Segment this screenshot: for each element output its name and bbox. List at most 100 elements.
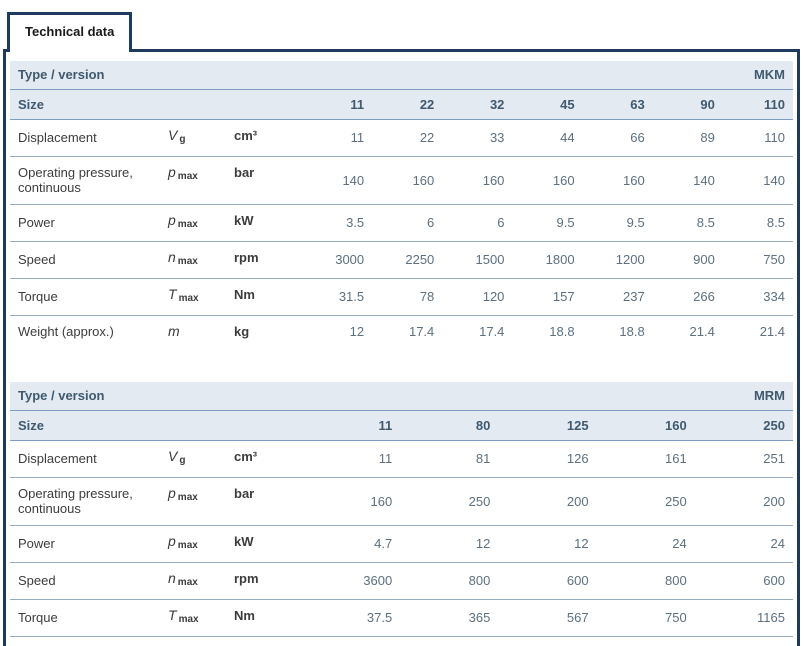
value-cell: 11 [302, 440, 401, 478]
value-cell: 160 [372, 156, 443, 205]
table-row: Operating pressure, continuous p max bar 160… [10, 477, 793, 526]
value-cell: 161 [596, 440, 695, 478]
row-unit: rpm [226, 562, 302, 600]
row-unit: bar [226, 156, 302, 205]
size-value: 63 [582, 89, 653, 120]
value-cell: 1200 [582, 241, 653, 279]
row-label: Weight (approx.) [10, 636, 160, 646]
row-symbol: m [160, 636, 226, 646]
size-value: 250 [694, 410, 793, 441]
size-value: 80 [400, 410, 499, 441]
value-cell: 6 [372, 204, 443, 242]
tab-technical-data[interactable]: Technical data [7, 12, 133, 52]
row-unit: kg [226, 636, 302, 646]
value-cell: 600 [498, 562, 597, 600]
row-label: Displacement [10, 440, 160, 478]
size-value: 110 [722, 89, 793, 120]
value-cell: 334 [722, 278, 793, 316]
value-cell: 3.5 [302, 204, 373, 242]
table-row: Operating pressure, continuous p max bar 140… [10, 156, 793, 205]
value-cell: 31.5 [302, 278, 373, 316]
value-cell: 3600 [302, 562, 401, 600]
value-cell: 110 [722, 119, 793, 157]
type-version-label: Type / version [10, 61, 302, 90]
value-cell: 250 [400, 477, 499, 526]
value-cell: 140 [722, 156, 793, 205]
value-cell: 800 [400, 562, 499, 600]
value-cell: 24 [596, 525, 695, 563]
row-symbol: n max [160, 562, 226, 600]
value-cell: 12 [498, 525, 597, 563]
value-cell: 160 [442, 156, 513, 205]
value-cell: 140 [302, 156, 373, 205]
table-row: Speed n max rpm 3000 2250 1500 1800 1200 900 750 [10, 241, 793, 279]
value-cell: 200 [498, 477, 597, 526]
row-unit: cm³ [226, 440, 302, 478]
value-cell: 750 [722, 241, 793, 279]
type-version-label: Type / version [10, 382, 302, 411]
row-unit: kg [234, 324, 250, 339]
table-row: Speed n max rpm 3600 800 600 800 600 [10, 562, 793, 600]
value-cell: 600 [694, 562, 793, 600]
value-cell: 12 [349, 324, 365, 339]
value-cell: 81 [400, 440, 499, 478]
row-label: Operating pressure, continuous [10, 477, 160, 526]
row-label: Speed [10, 241, 160, 279]
value-cell: 157 [512, 278, 583, 316]
value-cell: 11 [302, 119, 373, 157]
row-unit: kW [226, 525, 302, 563]
value-cell: 800 [596, 562, 695, 600]
value-cell: 40 [400, 636, 499, 646]
value-cell: 6 [442, 204, 513, 242]
value-cell: 21.4 [689, 324, 715, 339]
row-label: Torque [10, 278, 160, 316]
row-unit: Nm [226, 599, 302, 637]
value-cell: 1800 [512, 241, 583, 279]
value-cell: 2250 [372, 241, 443, 279]
value-cell: 140 [652, 156, 723, 205]
row-symbol: p max [160, 204, 226, 242]
value-cell: 66 [582, 119, 653, 157]
table-row: Power p max kW 3.5 6 6 9.5 9.5 8.5 8.5 [10, 204, 793, 242]
value-cell: 22 [372, 119, 443, 157]
size-value: 45 [512, 89, 583, 120]
technical-data-panel: Type / version MKM Size 11 22 32 45 63 90 110 Disp… [3, 49, 800, 646]
value-cell: 18.8 [619, 324, 645, 339]
row-unit: bar [226, 477, 302, 526]
value-cell: 365 [400, 599, 499, 637]
value-cell: 160 [582, 156, 653, 205]
size-value: 125 [498, 410, 597, 441]
value-cell: 9.5 [512, 204, 583, 242]
value-cell: 160 [512, 156, 583, 205]
value-cell: 3000 [302, 241, 373, 279]
row-label: Speed [10, 562, 160, 600]
value-cell: 58 [694, 636, 793, 646]
value-cell: 251 [694, 440, 793, 478]
row-symbol: p max [160, 525, 226, 563]
value-cell: 24 [694, 525, 793, 563]
size-row: Size 11 80 125 160 250 [10, 410, 793, 441]
row-label: Operating pressure, continuous [10, 156, 160, 205]
type-version-row: Type / version MRM [10, 382, 793, 411]
value-cell: 237 [582, 278, 653, 316]
row-label: Torque [10, 599, 160, 637]
row-symbol: n max [160, 241, 226, 279]
value-cell: 12 [302, 636, 401, 646]
type-version-value: MKM [302, 61, 793, 90]
value-cell: 21.4 [759, 324, 785, 339]
value-cell: 9.5 [582, 204, 653, 242]
value-cell: 37.5 [302, 599, 401, 637]
row-unit: kW [226, 204, 302, 242]
row-label: Displacement [10, 119, 160, 157]
value-cell: 1165 [694, 599, 793, 637]
table-row: Weight (approx.)mkg1240405858 [10, 636, 793, 646]
value-cell: 4.7 [302, 525, 401, 563]
value-cell: 89 [652, 119, 723, 157]
value-cell: 126 [498, 440, 597, 478]
